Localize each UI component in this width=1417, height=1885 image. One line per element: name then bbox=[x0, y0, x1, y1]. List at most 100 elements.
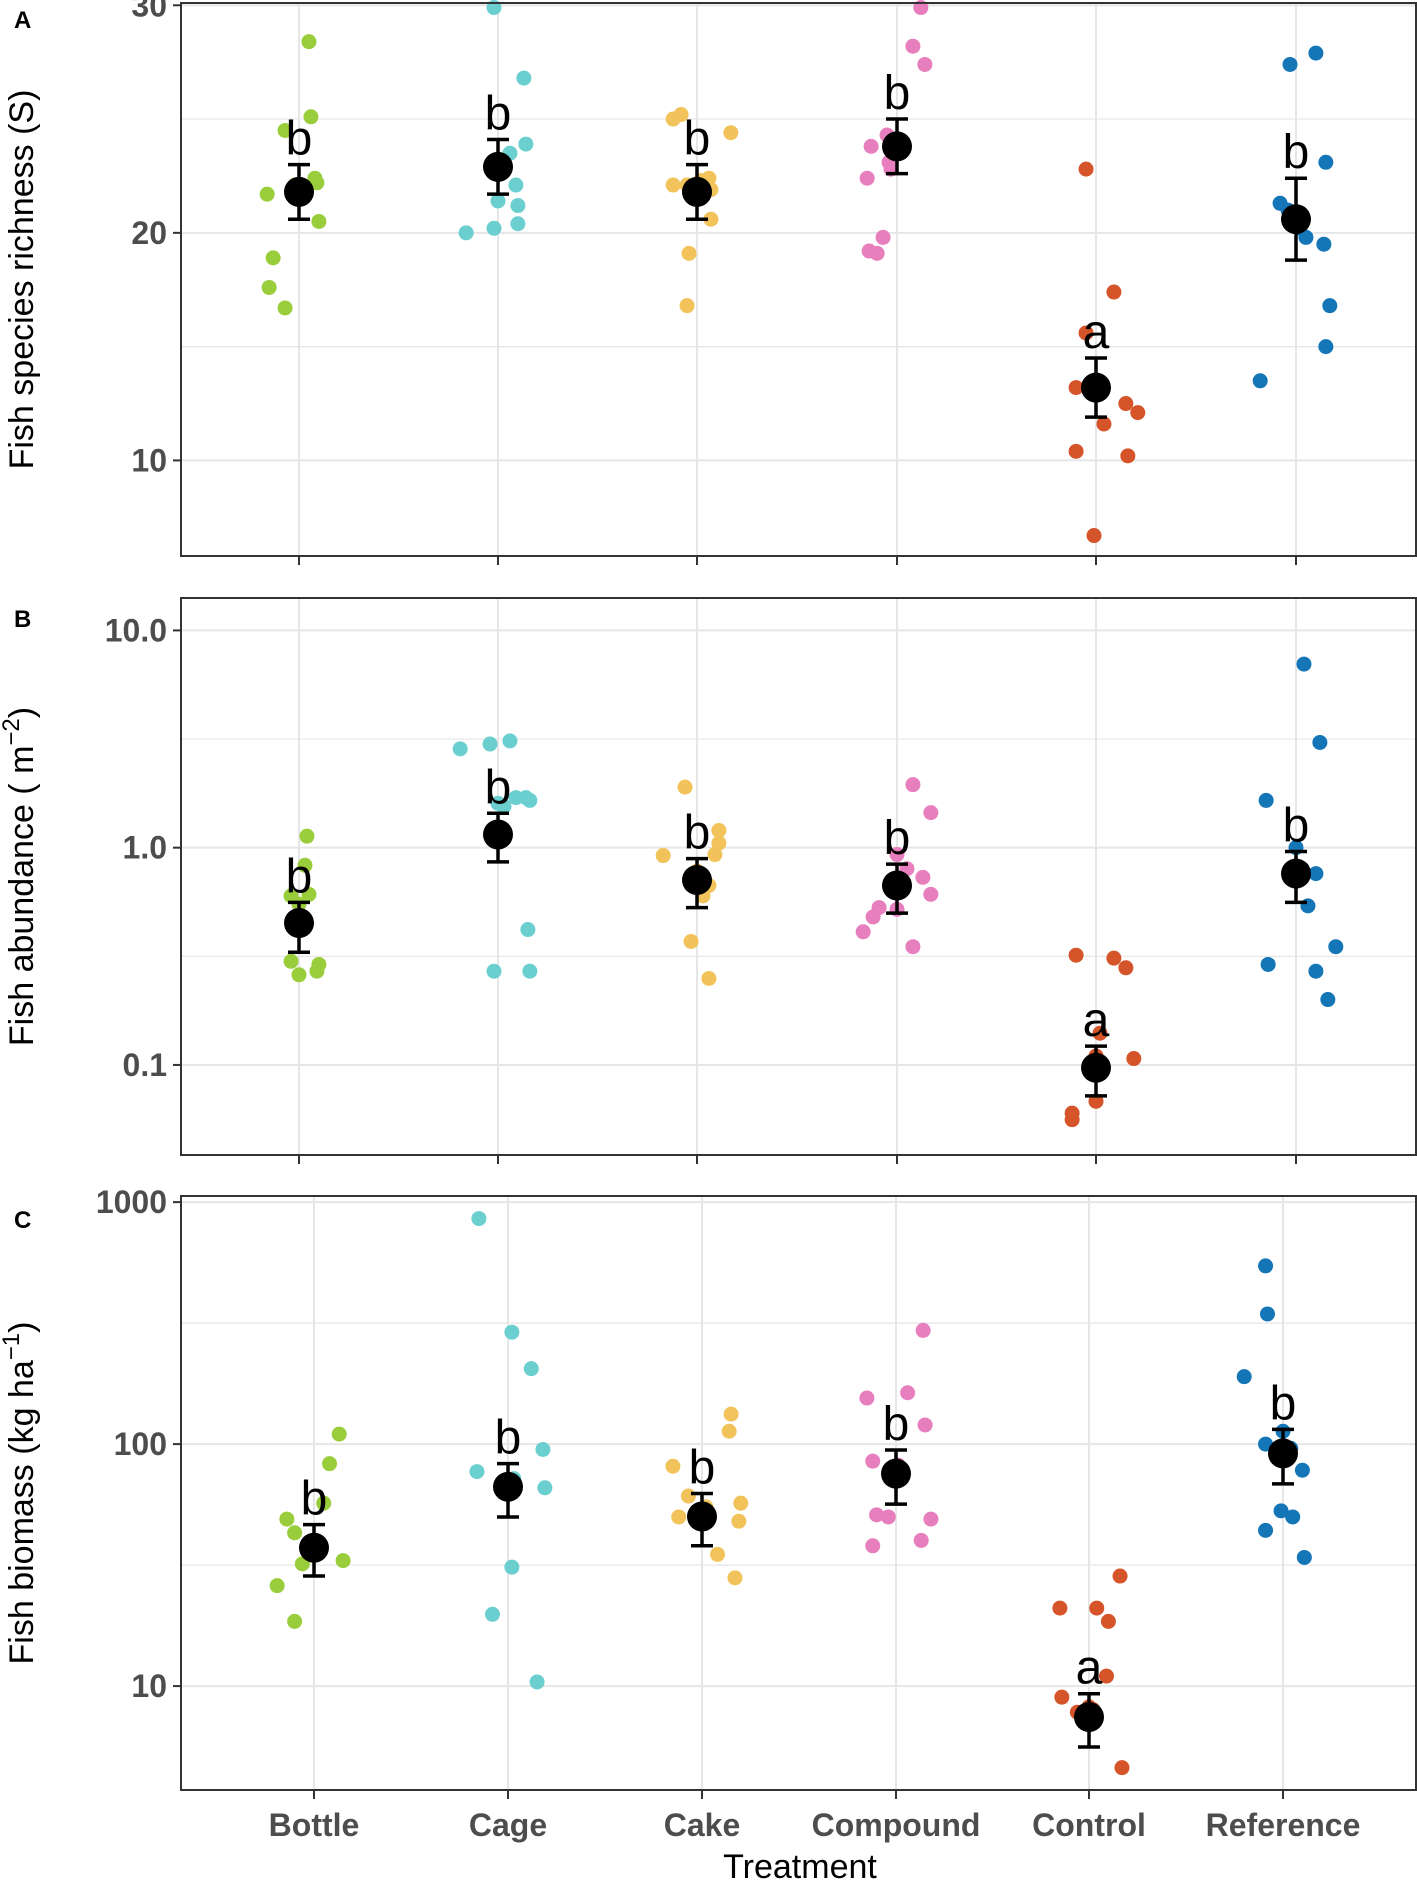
data-point bbox=[707, 847, 723, 863]
y-tick-label: 0.1 bbox=[123, 1047, 167, 1083]
group-control: a bbox=[1052, 1568, 1130, 1776]
data-point bbox=[1308, 866, 1324, 882]
data-point bbox=[1258, 1522, 1274, 1538]
data-point bbox=[869, 245, 885, 261]
data-point bbox=[265, 250, 281, 266]
data-point bbox=[889, 847, 905, 863]
data-point bbox=[277, 122, 293, 138]
data-point bbox=[523, 1361, 539, 1377]
data-point bbox=[458, 225, 474, 241]
data-point bbox=[1300, 898, 1316, 914]
data-point bbox=[291, 967, 307, 983]
significance-letter: b bbox=[684, 807, 711, 860]
panel-letter: A bbox=[14, 7, 31, 34]
data-point bbox=[309, 175, 325, 191]
data-point bbox=[875, 229, 891, 245]
data-point bbox=[1120, 448, 1136, 464]
data-point bbox=[923, 1511, 939, 1527]
data-point bbox=[504, 1559, 520, 1575]
data-point bbox=[471, 1211, 487, 1227]
data-point bbox=[917, 1417, 933, 1433]
data-point bbox=[869, 1507, 885, 1523]
data-point bbox=[1064, 1112, 1080, 1128]
mean-point bbox=[483, 819, 513, 850]
data-point bbox=[486, 963, 502, 979]
data-point bbox=[723, 125, 739, 141]
data-point bbox=[1106, 284, 1122, 300]
data-point bbox=[1285, 1509, 1301, 1525]
mean-point bbox=[1081, 1052, 1111, 1083]
mean-point bbox=[1281, 204, 1311, 235]
y-axis-label: Fish biomass (kg ha−1) bbox=[0, 1322, 41, 1665]
data-point bbox=[1052, 1600, 1068, 1616]
data-point bbox=[522, 963, 538, 979]
data-point bbox=[1100, 1613, 1116, 1629]
panel-B: 0.1 1.0 10.0 b b b b a b B Fish abundance ( m−2) bbox=[0, 597, 1417, 1164]
data-point bbox=[469, 1464, 485, 1480]
significance-letter: b bbox=[884, 67, 911, 120]
data-point bbox=[711, 835, 727, 851]
mean-point bbox=[284, 908, 314, 939]
panel-C: 10 100 1000 b b b b a b C Fish biomass (kg ha−1) bbox=[0, 1184, 1417, 1799]
y-axis-label-text: Fish biomass (kg ha bbox=[3, 1360, 41, 1664]
data-point bbox=[510, 216, 526, 232]
data-point bbox=[1068, 380, 1084, 396]
data-point bbox=[1068, 443, 1084, 459]
x-tick-label: Reference bbox=[1206, 1807, 1361, 1843]
mean-point bbox=[882, 870, 912, 901]
mean-point bbox=[881, 1458, 911, 1489]
data-point bbox=[537, 1480, 553, 1496]
x-tick-label: Compound bbox=[812, 1807, 981, 1843]
group-compound: b bbox=[855, 777, 939, 955]
panel-A: 10 20 30 b b b b a b A Fish species richness (S) bbox=[3, 0, 1417, 565]
data-point bbox=[1078, 325, 1094, 341]
mean-point bbox=[682, 864, 712, 895]
data-point bbox=[721, 1423, 737, 1439]
mean-point bbox=[882, 131, 912, 162]
data-point bbox=[913, 1532, 929, 1548]
data-point bbox=[923, 805, 939, 821]
data-point bbox=[510, 198, 526, 214]
panel-frame bbox=[180, 2, 1417, 557]
significance-letter: a bbox=[1083, 994, 1110, 1047]
group-reference: b bbox=[1252, 45, 1338, 389]
significance-letter: b bbox=[689, 1441, 716, 1494]
panel-frame bbox=[180, 597, 1417, 1156]
data-point bbox=[490, 193, 506, 209]
data-point bbox=[331, 1426, 347, 1442]
data-point bbox=[865, 1453, 881, 1469]
data-point bbox=[1322, 298, 1338, 314]
group-control: a bbox=[1064, 947, 1142, 1128]
data-point bbox=[322, 1456, 338, 1472]
data-point bbox=[287, 1525, 303, 1541]
data-point bbox=[277, 300, 293, 316]
data-point bbox=[1098, 1668, 1114, 1684]
data-point bbox=[905, 777, 921, 793]
y-tick-label: 1.0 bbox=[123, 830, 167, 866]
data-point bbox=[535, 1441, 551, 1457]
data-point bbox=[905, 38, 921, 54]
data-point bbox=[283, 953, 299, 969]
data-point bbox=[1308, 963, 1324, 979]
data-point bbox=[855, 924, 871, 940]
data-point bbox=[1118, 396, 1134, 412]
data-point bbox=[1312, 734, 1328, 750]
mean-point bbox=[1081, 372, 1111, 403]
data-point bbox=[863, 138, 879, 154]
y-axis-label-superscript: −1 bbox=[0, 1333, 25, 1360]
data-point bbox=[1296, 656, 1312, 672]
data-point bbox=[923, 886, 939, 902]
data-point bbox=[871, 900, 887, 916]
data-point bbox=[508, 177, 524, 193]
mean-point bbox=[687, 1501, 717, 1532]
data-point bbox=[504, 1324, 520, 1340]
data-point bbox=[301, 886, 317, 902]
data-point bbox=[859, 1390, 875, 1406]
panel-background bbox=[181, 1196, 1417, 1790]
data-point bbox=[1130, 405, 1146, 421]
y-tick-label: 100 bbox=[114, 1426, 167, 1462]
y-axis-label-text: Fish species richness (S) bbox=[3, 90, 41, 470]
data-point bbox=[482, 736, 498, 752]
x-tick-label: Cake bbox=[664, 1807, 741, 1843]
